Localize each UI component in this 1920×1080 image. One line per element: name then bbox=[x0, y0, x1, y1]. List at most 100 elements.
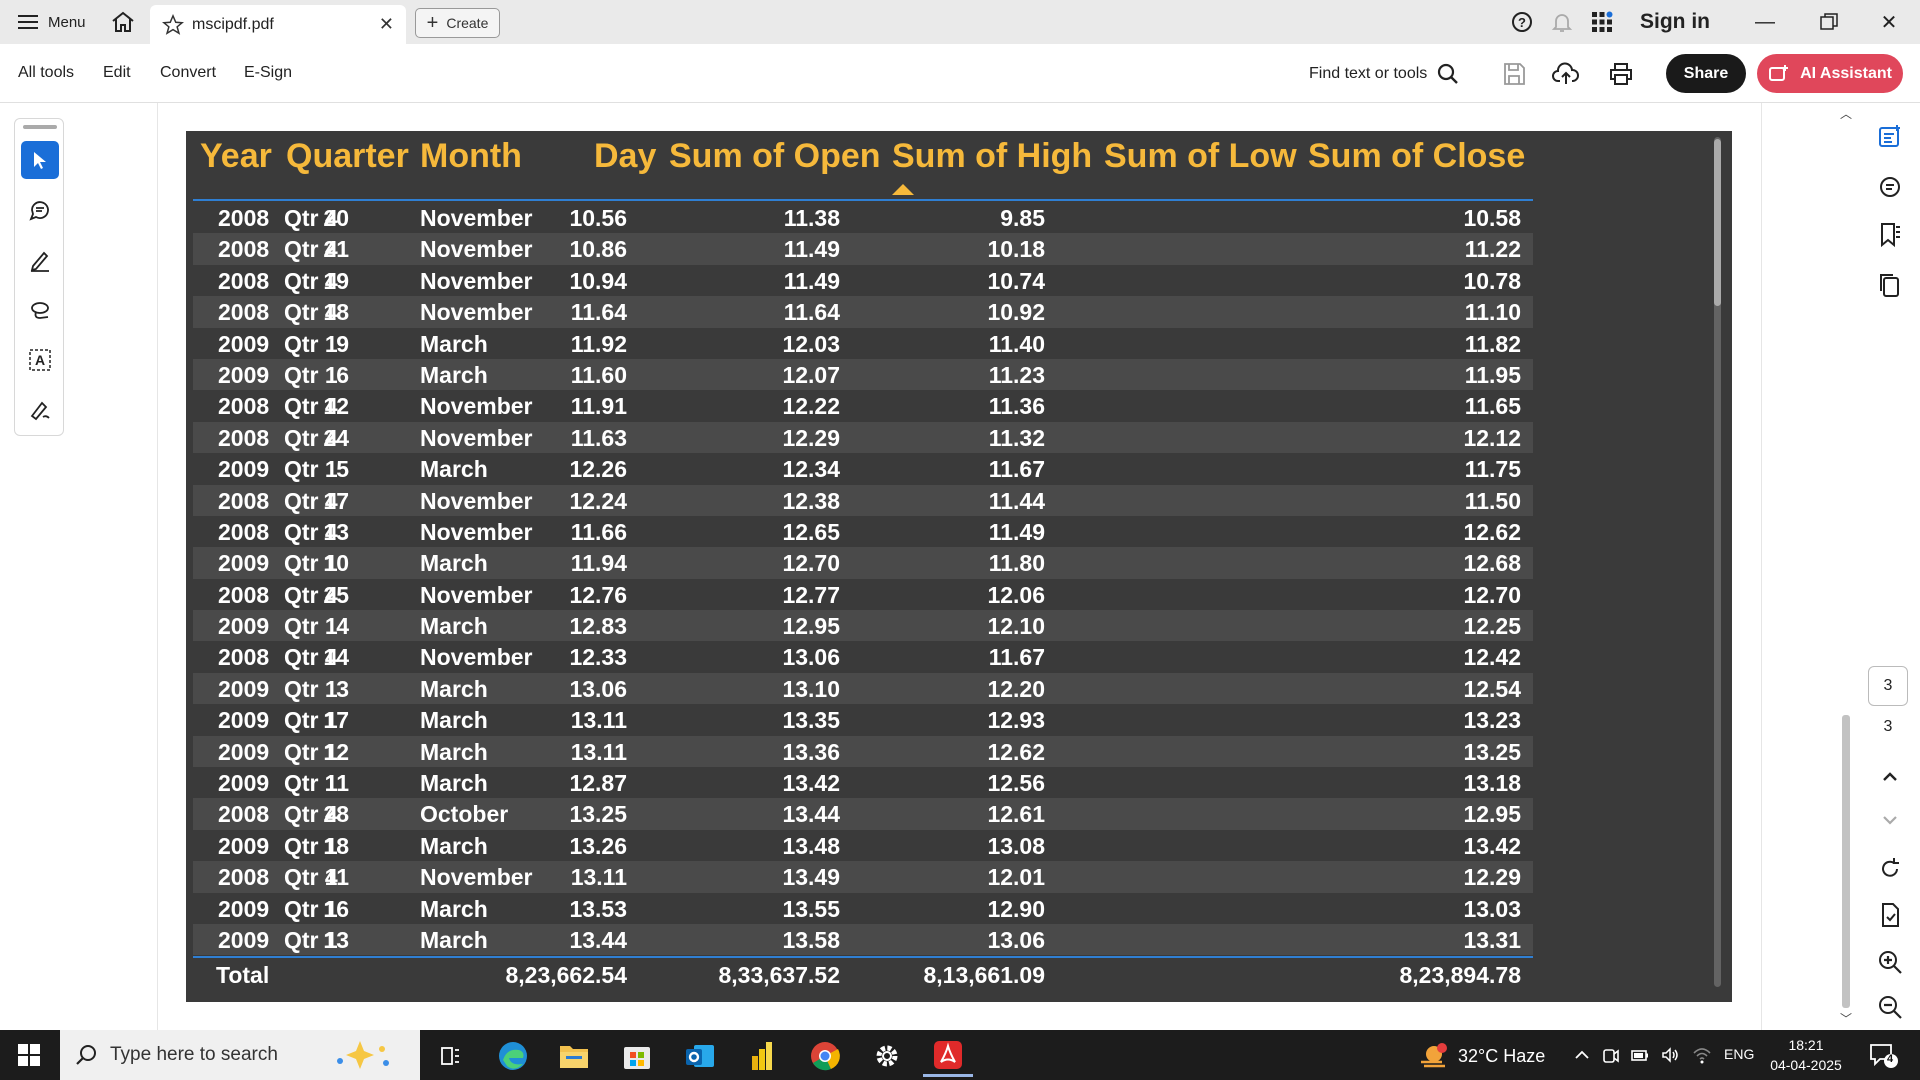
volume-icon[interactable] bbox=[1660, 1045, 1680, 1065]
clock[interactable]: 18:21 04-04-2025 bbox=[1766, 1035, 1846, 1075]
bell-icon[interactable] bbox=[1550, 10, 1574, 34]
upload-cloud-icon[interactable] bbox=[1552, 60, 1580, 88]
table-scrollbar-thumb[interactable] bbox=[1714, 139, 1721, 306]
print-icon[interactable] bbox=[1607, 60, 1635, 88]
cell-open: 13.44 bbox=[569, 926, 627, 953]
rail-grip[interactable] bbox=[23, 125, 57, 129]
language-indicator[interactable]: ENG bbox=[1724, 1046, 1755, 1062]
taskbar-power-bi[interactable] bbox=[737, 1035, 787, 1077]
cell-low: 9.85 bbox=[1000, 205, 1045, 231]
taskbar-acrobat[interactable] bbox=[923, 1035, 973, 1077]
tab-e-sign[interactable]: E-Sign bbox=[244, 64, 293, 81]
cell-quarter: Qtr 4 bbox=[284, 267, 338, 294]
cell-month: November bbox=[420, 518, 533, 545]
cell-quarter: Qtr 4 bbox=[284, 299, 338, 326]
signature-pen-icon bbox=[30, 401, 50, 421]
network-icon[interactable] bbox=[1692, 1045, 1712, 1065]
bookmark-icon[interactable] bbox=[1876, 221, 1904, 249]
task-view-button[interactable] bbox=[425, 1035, 475, 1077]
search-highlight-icon bbox=[336, 1041, 389, 1069]
zoom-out-icon[interactable] bbox=[1876, 993, 1904, 1021]
rotate-icon[interactable] bbox=[1876, 855, 1904, 883]
windows-taskbar: Type here to search 32°C Haze ENG 18:21 … bbox=[0, 1030, 1920, 1080]
scroll-up-icon[interactable]: ︿ bbox=[1840, 107, 1853, 121]
taskbar-chrome[interactable] bbox=[800, 1035, 850, 1077]
tab-convert[interactable]: Convert bbox=[160, 64, 217, 81]
header-quarter: Quarter bbox=[286, 137, 409, 175]
select-tool[interactable] bbox=[21, 141, 59, 179]
document-scrollbar-thumb[interactable] bbox=[1842, 715, 1850, 1008]
cell-low: 11.40 bbox=[988, 330, 1045, 357]
taskbar-edge[interactable] bbox=[488, 1035, 538, 1077]
zoom-in-icon[interactable] bbox=[1876, 948, 1904, 976]
tab-all-tools[interactable]: All tools bbox=[18, 64, 75, 81]
chevron-up-icon[interactable] bbox=[1572, 1045, 1592, 1065]
close-tab-icon[interactable]: ✕ bbox=[378, 14, 394, 34]
cell-high: 12.03 bbox=[782, 330, 840, 357]
cell-close: 12.54 bbox=[1463, 675, 1521, 702]
share-button[interactable]: Share bbox=[1666, 54, 1746, 93]
cell-close: 11.10 bbox=[1464, 299, 1521, 326]
cell-year: 2008 bbox=[218, 424, 270, 451]
start-button[interactable] bbox=[0, 1030, 58, 1080]
close-window-button[interactable]: ✕ bbox=[1880, 11, 1898, 34]
sign-tool[interactable] bbox=[21, 391, 59, 429]
document-scrollbar[interactable]: ︿ ﹀ bbox=[1838, 103, 1854, 1030]
tab-edit[interactable]: Edit bbox=[103, 64, 131, 81]
taskbar-search[interactable]: Type here to search bbox=[60, 1030, 420, 1080]
taskbar-outlook[interactable] bbox=[675, 1035, 725, 1077]
cell-quarter: Qtr 1 bbox=[284, 738, 338, 765]
find-text-tools[interactable]: Find text or tools bbox=[1309, 63, 1459, 85]
pages-icon[interactable] bbox=[1876, 271, 1904, 299]
help-icon[interactable]: ? bbox=[1510, 10, 1534, 34]
cell-close: 12.62 bbox=[1463, 518, 1521, 545]
cell-quarter: Qtr 4 bbox=[284, 518, 338, 545]
cell-month: November bbox=[420, 236, 533, 263]
taskbar-settings[interactable] bbox=[862, 1035, 912, 1077]
menu-button[interactable]: Menu bbox=[18, 10, 86, 34]
star-icon[interactable] bbox=[162, 13, 184, 36]
home-icon[interactable] bbox=[110, 10, 136, 34]
next-page-icon[interactable] bbox=[1876, 806, 1904, 834]
notification-center-button[interactable]: 4 bbox=[1868, 1042, 1898, 1068]
cell-close: 13.23 bbox=[1463, 707, 1521, 734]
comment-icon bbox=[29, 201, 49, 221]
text-box-tool[interactable]: A bbox=[21, 341, 59, 379]
cell-quarter: Qtr 1 bbox=[284, 456, 338, 483]
page-number-input[interactable]: 3 bbox=[1868, 666, 1908, 706]
create-button[interactable]: + Create bbox=[415, 8, 500, 38]
comments-panel-icon[interactable] bbox=[1876, 173, 1904, 201]
comment-tool[interactable] bbox=[21, 191, 59, 229]
taskbar-store[interactable] bbox=[612, 1035, 662, 1077]
battery-icon[interactable] bbox=[1630, 1045, 1650, 1065]
table-row: 2009 Qtr 1 March 12 13.11 13.36 12.62 13.25 bbox=[193, 735, 1533, 768]
document-info-icon[interactable] bbox=[1876, 901, 1904, 929]
ai-summary-icon[interactable] bbox=[1876, 123, 1904, 151]
meet-now-icon[interactable] bbox=[1600, 1045, 1620, 1065]
cell-high: 12.70 bbox=[782, 550, 840, 577]
taskbar-file-explorer[interactable] bbox=[549, 1035, 599, 1077]
save-icon[interactable] bbox=[1500, 60, 1528, 88]
ai-assistant-button[interactable]: AI Assistant bbox=[1757, 54, 1903, 93]
draw-tool[interactable] bbox=[21, 291, 59, 329]
sign-in-link[interactable]: Sign in bbox=[1640, 10, 1710, 33]
apps-grid-icon[interactable] bbox=[1590, 10, 1614, 34]
find-label: Find text or tools bbox=[1309, 65, 1428, 82]
cell-high: 12.38 bbox=[782, 487, 840, 514]
document-tab[interactable]: mscipdf.pdf ✕ bbox=[150, 5, 406, 44]
minimize-button[interactable]: — bbox=[1755, 10, 1775, 33]
total-high: 8,33,637.52 bbox=[718, 962, 840, 988]
table-row: 2009 Qtr 1 March 10 11.94 12.70 11.80 12.68 bbox=[193, 547, 1533, 579]
cell-year: 2008 bbox=[218, 518, 270, 545]
previous-page-icon[interactable] bbox=[1876, 763, 1904, 791]
weather-widget[interactable]: 32°C Haze bbox=[1418, 1042, 1545, 1070]
highlight-tool[interactable] bbox=[21, 241, 59, 279]
restore-button[interactable] bbox=[1806, 6, 1852, 38]
scroll-down-icon[interactable]: ﹀ bbox=[1840, 1012, 1853, 1026]
table-scrollbar[interactable] bbox=[1711, 137, 1723, 987]
clock-date: 04-04-2025 bbox=[1770, 1057, 1842, 1073]
table-row: 2009 Qtr 1 March 17 13.11 13.35 12.93 13.23 bbox=[193, 704, 1533, 735]
cell-close: 13.42 bbox=[1463, 832, 1521, 859]
table-row: 2008 Qtr 4 November 14 12.33 13.06 11.67 12.42 bbox=[193, 641, 1533, 672]
cell-year: 2009 bbox=[218, 770, 270, 797]
